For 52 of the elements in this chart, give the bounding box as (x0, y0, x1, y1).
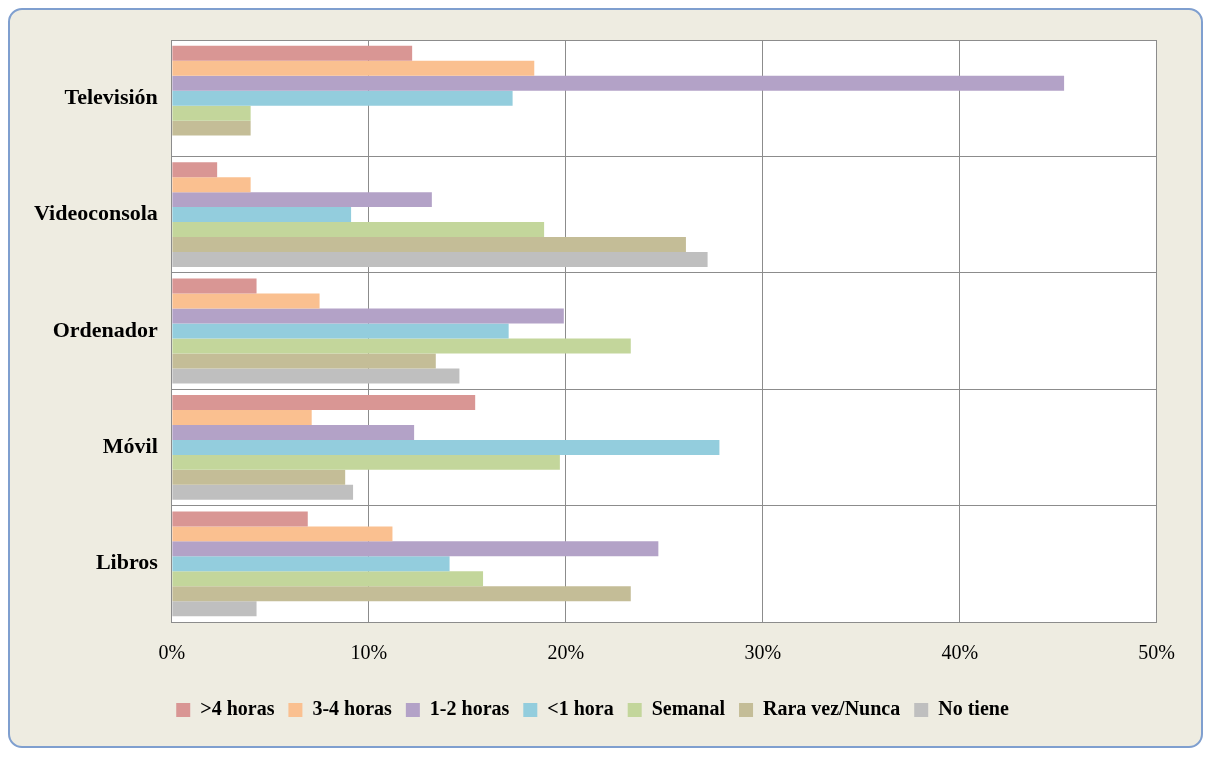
bar (172, 293, 320, 309)
bar (172, 308, 564, 324)
bar (172, 571, 484, 587)
x-tick-label: 20% (547, 641, 585, 664)
bar (172, 368, 460, 384)
legend-label: Semanal (651, 697, 726, 720)
bar (172, 541, 659, 557)
x-tick-label: 0% (158, 641, 186, 664)
bar (172, 601, 257, 617)
bar (172, 237, 686, 253)
bar (172, 177, 251, 193)
bar (172, 469, 346, 485)
y-tick-label: Móvil (102, 433, 158, 459)
bar (172, 395, 476, 410)
bar (172, 207, 352, 223)
x-tick-label: 10% (350, 641, 388, 664)
bar (172, 45, 413, 61)
bar (172, 484, 354, 500)
bar (172, 252, 708, 267)
x-tick-label: 30% (744, 641, 782, 664)
y-tick-label: Libros (95, 549, 159, 575)
bar (172, 586, 631, 602)
bar (172, 556, 450, 572)
bar (172, 323, 509, 339)
bar (172, 526, 393, 542)
legend-label: No tiene (938, 697, 1009, 720)
bar (172, 105, 251, 121)
x-tick-label: 40% (941, 641, 979, 664)
legend-label: Rara vez/Nunca (763, 697, 901, 720)
bar (172, 162, 218, 178)
y-tick-label: Ordenador (52, 316, 159, 342)
legend-label: 1-2 horas (429, 697, 510, 720)
bar (172, 439, 720, 455)
legend-label: <1 hora (547, 697, 614, 720)
bar (172, 424, 415, 440)
legend-label: >4 horas (200, 697, 275, 720)
bar (172, 75, 1065, 91)
bar (172, 278, 257, 294)
bar (172, 454, 560, 470)
bar (172, 409, 312, 425)
bar (172, 338, 631, 354)
bar (172, 353, 436, 369)
y-tick-label: Televisión (64, 83, 158, 109)
x-tick-label: 50% (1138, 641, 1176, 664)
y-tick-label: Videoconsola (34, 200, 158, 226)
legend-label: 3-4 horas (312, 697, 393, 720)
bar (172, 511, 308, 527)
bar (172, 222, 545, 238)
bar (172, 120, 251, 136)
bar (172, 60, 535, 76)
bar (172, 192, 432, 208)
bar (172, 90, 513, 106)
